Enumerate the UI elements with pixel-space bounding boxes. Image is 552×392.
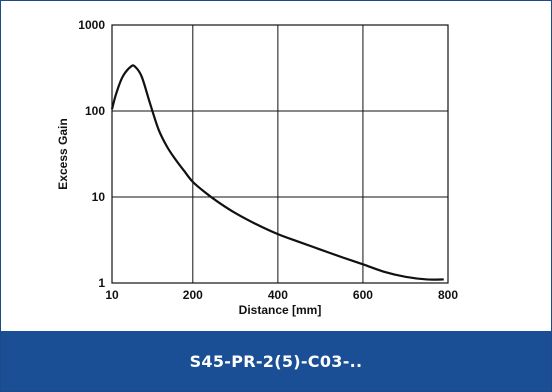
x-tick-label: 200 — [183, 288, 203, 302]
x-tick-label: 400 — [268, 288, 288, 302]
y-tick-label: 1000 — [78, 18, 105, 32]
model-label: S45-PR-2(5)-C03-.. — [189, 351, 363, 371]
model-footer: S45-PR-2(5)-C03-.. — [1, 331, 551, 391]
y-axis-label: Excess Gain — [56, 118, 70, 189]
x-tick-label: 10 — [105, 288, 119, 302]
grid — [112, 25, 448, 283]
x-axis-label: Distance [mm] — [239, 303, 322, 317]
y-tick-label: 10 — [92, 190, 106, 204]
x-tick-label: 600 — [353, 288, 373, 302]
plot-frame — [111, 24, 449, 284]
y-tick-label: 100 — [85, 104, 105, 118]
y-tick-label: 1 — [98, 276, 105, 290]
series-layer — [110, 64, 444, 281]
chart-area: 10 200 400 600 800 1 10 100 1000 Distance [mm] E… — [1, 1, 551, 331]
excess-gain-curve — [110, 64, 444, 281]
x-tick-label: 800 — [438, 288, 458, 302]
